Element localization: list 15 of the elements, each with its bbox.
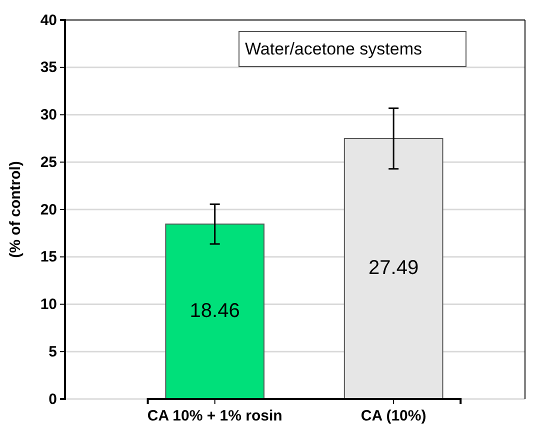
y-tick-label: 35: [40, 59, 57, 76]
y-tick-label: 25: [40, 154, 57, 171]
y-axis-title: (% of control): [7, 161, 24, 258]
annotation: Water/acetone systems: [245, 39, 422, 58]
y-tick-label: 30: [40, 106, 57, 124]
data-label: 27.49: [368, 257, 419, 280]
y-tick-label: 10: [40, 296, 57, 314]
y-tick-label: 15: [40, 248, 57, 266]
y-tick-label: 20: [40, 201, 57, 218]
y-tick-label: 0: [48, 390, 57, 408]
data-label: 18.46: [190, 300, 240, 322]
x-tick-label: CA 10% + 1% rosin: [147, 408, 282, 424]
y-tick-label: 5: [48, 343, 57, 360]
y-tick-label: 40: [40, 12, 57, 29]
x-tick-label: CA (10%): [360, 408, 426, 424]
